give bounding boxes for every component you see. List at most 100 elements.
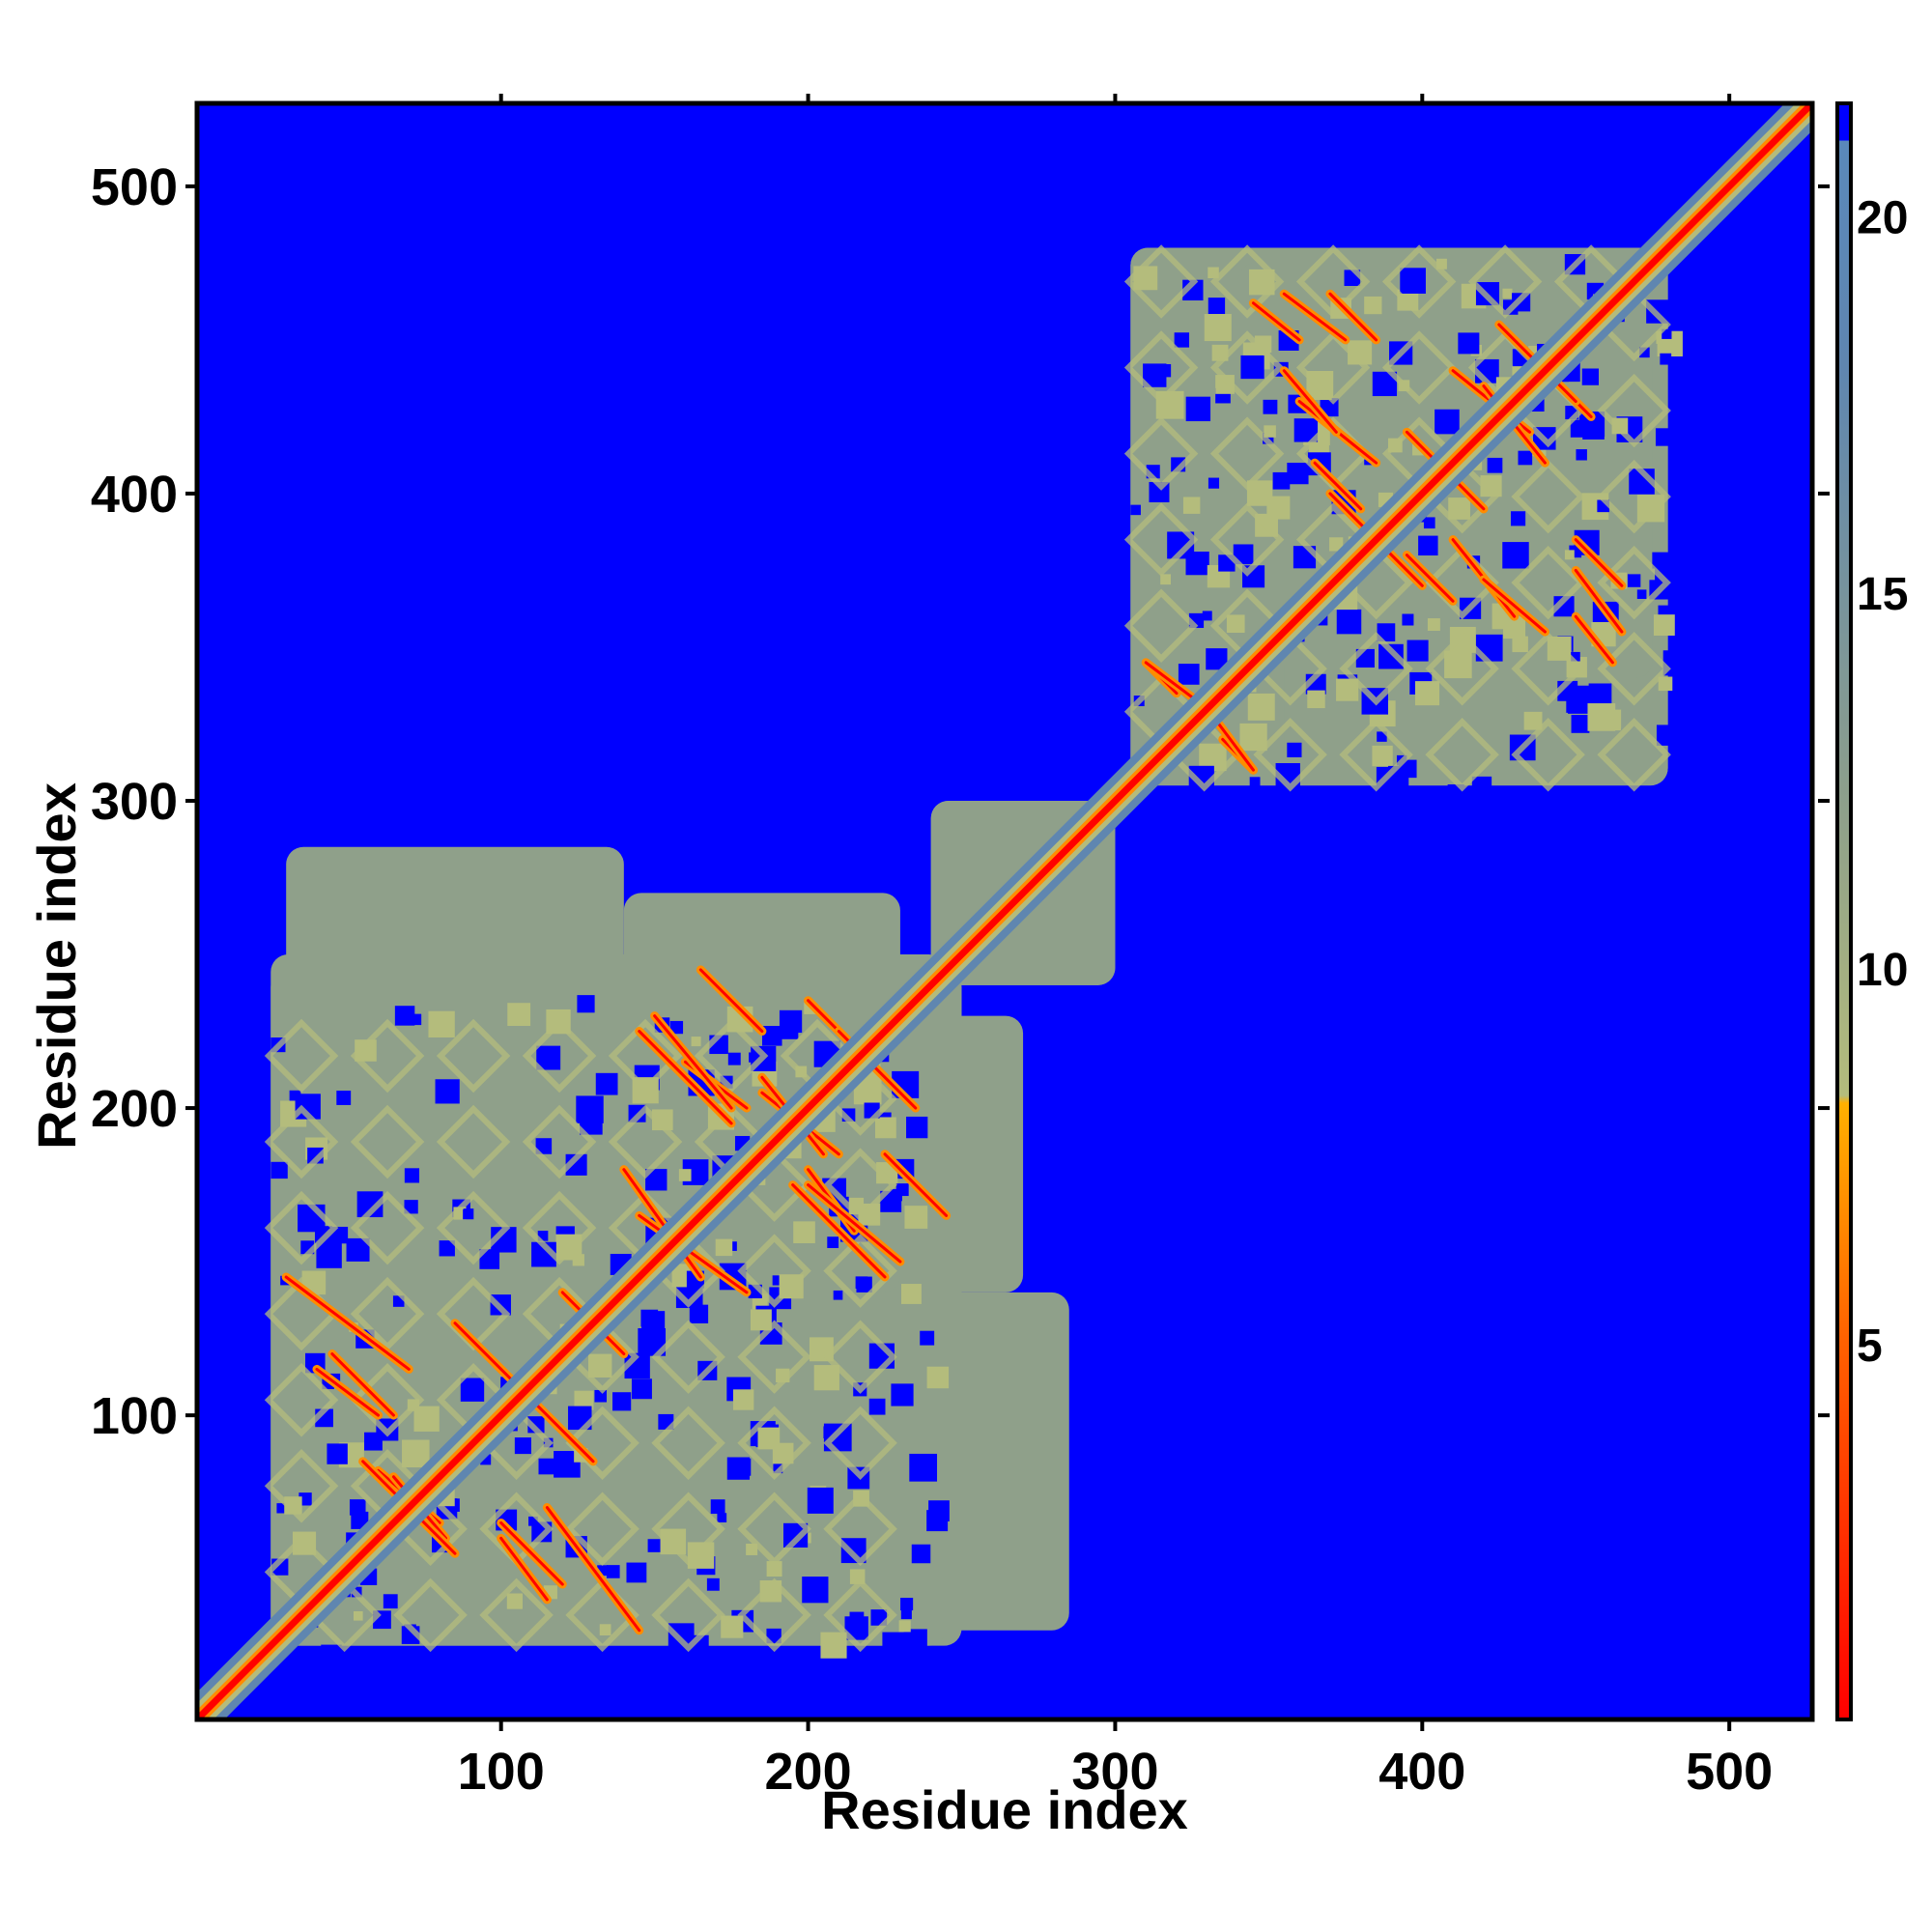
contact-speckle: [1287, 463, 1309, 485]
contact-ring: [350, 1018, 425, 1094]
contact-ring: [436, 1104, 511, 1179]
contact-speckle: [900, 1608, 912, 1620]
contact-speckle: [926, 1366, 950, 1389]
contact-speckle: [404, 1168, 420, 1183]
contact-speckle: [858, 1203, 881, 1226]
contact-speckle: [1502, 288, 1513, 298]
contact-ring: [1511, 631, 1585, 706]
strand-contact-core: [453, 1321, 519, 1386]
colorbar-tick-label: 15: [1857, 569, 1908, 620]
contact-speckle: [900, 1284, 922, 1304]
contact-speckle: [321, 1644, 342, 1666]
contact-speckle: [1448, 497, 1470, 520]
contact-ring: [1381, 244, 1457, 319]
contact-ring: [823, 1406, 897, 1480]
contact-speckle: [706, 1577, 720, 1591]
contact-speckle: [1263, 399, 1278, 414]
contact-ring: [1597, 718, 1671, 792]
contact-speckle: [1581, 368, 1600, 385]
contact-speckle: [577, 995, 595, 1013]
contact-speckle: [1240, 355, 1264, 380]
contact-speckle: [689, 1304, 709, 1323]
contact-speckle: [565, 1463, 578, 1476]
contact-speckle: [1655, 428, 1674, 446]
strand-contact-core: [1328, 292, 1378, 342]
contact-ring: [1339, 718, 1413, 792]
contact-speckle: [1287, 742, 1302, 757]
contact-speckle: [691, 1037, 701, 1047]
contact-speckle: [351, 1511, 369, 1529]
contact-speckle: [1336, 609, 1362, 635]
strand-contact-core: [1251, 301, 1301, 342]
contact-speckle: [349, 1499, 366, 1516]
contact-speckle: [1636, 495, 1665, 523]
contact-speckle: [1458, 332, 1480, 355]
contact-speckle: [413, 1406, 440, 1432]
x-axis: 100 200 300 400 500: [458, 94, 1773, 1801]
contact-speckle: [1372, 745, 1393, 767]
contact-ring: [1123, 502, 1199, 577]
strand-contact-core: [499, 1536, 549, 1602]
strand-contact-core: [1574, 568, 1624, 634]
colorbar-ticks: 5 10 15 20: [1857, 193, 1908, 1372]
contact-speckle: [1427, 618, 1440, 631]
contact-speckle: [1656, 724, 1678, 746]
contact-speckle: [1377, 731, 1387, 742]
contact-speckle: [480, 1454, 492, 1465]
contact-ring: [823, 1577, 897, 1653]
contact-ring: [651, 1406, 725, 1480]
contact-speckle: [761, 1026, 782, 1046]
y-tick-label: 100: [91, 1387, 178, 1445]
contact-speckle: [733, 1458, 752, 1476]
x-tick-label: 200: [765, 1743, 852, 1801]
contact-ring: [651, 1577, 725, 1653]
contact-ring: [1123, 416, 1199, 491]
strand-contact-core: [622, 1168, 702, 1279]
x-tick-label: 400: [1378, 1743, 1465, 1801]
contact-ring: [264, 1018, 339, 1094]
contact-speckle: [891, 1383, 914, 1406]
contact-speckle: [1364, 296, 1382, 315]
contact-ring: [1295, 244, 1371, 319]
strand-contact-core: [499, 1520, 564, 1586]
contact-speckle: [514, 1437, 531, 1455]
strand-contact-core: [1405, 554, 1455, 603]
contact-speckle: [793, 1221, 815, 1244]
contact-speckle: [538, 1458, 555, 1475]
contact-speckle: [1660, 353, 1672, 365]
contact-speckle: [1587, 703, 1616, 731]
contact-ring: [522, 1190, 597, 1265]
contact-speckle: [820, 1632, 847, 1659]
contact-speckle: [911, 1544, 931, 1564]
contact-speckle: [606, 1565, 620, 1578]
contact-ring: [350, 1276, 425, 1351]
colorbar: 5 10 15 20: [1835, 101, 1908, 1721]
contact-speckle: [1130, 504, 1141, 516]
contact-speckle: [1653, 614, 1675, 637]
contact-ring: [393, 1577, 468, 1653]
contact-ring: [608, 1104, 683, 1179]
contact-ring: [264, 1449, 339, 1523]
contact-speckle: [1512, 364, 1523, 376]
contact-speckle: [1503, 616, 1526, 639]
contact-ring: [1123, 330, 1199, 405]
contact-speckle: [316, 1242, 342, 1268]
contact-ring: [1425, 718, 1499, 792]
contact-speckle: [383, 1594, 398, 1609]
contact-ring: [1209, 244, 1285, 319]
contact-ring: [608, 1018, 683, 1094]
diagonal-band: [197, 103, 1812, 1719]
contact-speckle: [1576, 449, 1587, 461]
contact-speckle: [647, 1539, 662, 1552]
contact-speckle: [612, 1392, 632, 1411]
contact-ring: [823, 1492, 897, 1567]
contact-speckle: [772, 1275, 782, 1286]
contact-speckle: [435, 1079, 460, 1104]
contact-speckle: [1652, 552, 1669, 569]
strand-contact-core: [791, 1183, 887, 1279]
contact-speckle: [1423, 517, 1435, 529]
y-tick-label: 200: [91, 1080, 178, 1138]
contact-ring: [1123, 588, 1199, 663]
y-tick-label: 500: [91, 158, 178, 216]
